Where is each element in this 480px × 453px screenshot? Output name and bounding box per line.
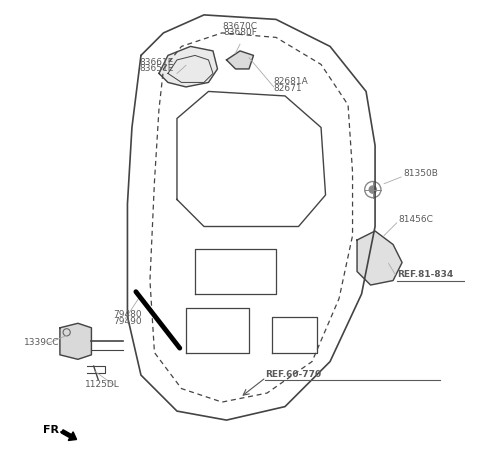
Text: FR.: FR. bbox=[43, 425, 63, 435]
Text: 82681A: 82681A bbox=[274, 77, 309, 86]
Polygon shape bbox=[159, 46, 217, 87]
Text: 83651E: 83651E bbox=[140, 64, 174, 73]
FancyArrow shape bbox=[61, 430, 77, 440]
Text: 1339CC: 1339CC bbox=[24, 338, 60, 347]
Text: 83680F: 83680F bbox=[223, 29, 257, 38]
Text: 79490: 79490 bbox=[113, 317, 142, 326]
Text: 83661E: 83661E bbox=[140, 58, 174, 67]
Text: 81350B: 81350B bbox=[403, 169, 438, 178]
Polygon shape bbox=[227, 51, 253, 69]
Polygon shape bbox=[60, 323, 91, 359]
Circle shape bbox=[369, 186, 376, 193]
Text: 83670C: 83670C bbox=[223, 22, 257, 31]
Text: REF.81-834: REF.81-834 bbox=[396, 270, 453, 279]
Text: 79480: 79480 bbox=[113, 310, 142, 319]
Text: 81456C: 81456C bbox=[398, 215, 433, 224]
Text: 1125DL: 1125DL bbox=[85, 380, 120, 389]
Text: REF.60-770: REF.60-770 bbox=[265, 370, 321, 379]
Text: 82671: 82671 bbox=[274, 84, 302, 93]
Polygon shape bbox=[357, 231, 402, 285]
